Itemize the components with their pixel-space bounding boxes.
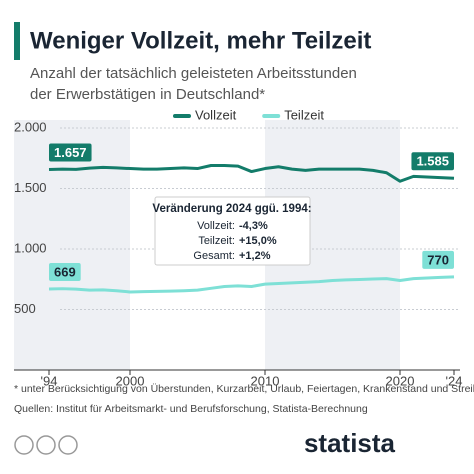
x-tick-label: '24	[446, 373, 463, 388]
annotation-label: Gesamt:	[193, 250, 235, 262]
x-tick-label: 2010	[251, 373, 280, 388]
logo: statista	[304, 428, 396, 458]
value-label-text: 669	[54, 264, 76, 279]
value-label: 1.657	[49, 143, 92, 162]
value-label: 1.585	[411, 152, 454, 171]
value-label-box	[411, 152, 454, 171]
y-tick-label: 500	[14, 301, 36, 316]
subtitle: der Erwerbstätigen in Deutschland*	[30, 86, 265, 103]
x-tick-label: 2000	[116, 373, 145, 388]
value-label-text: 1.585	[416, 154, 449, 169]
title-accent	[14, 22, 20, 60]
annotation-label: Teilzeit:	[198, 235, 235, 247]
value-label: 770	[422, 250, 454, 269]
legend-label: Teilzeit	[284, 107, 324, 122]
annotation-label: Vollzeit:	[197, 220, 235, 232]
series-line	[48, 275, 455, 294]
annotation-value: +1,2%	[239, 250, 271, 262]
x-tick-label: 2020	[386, 373, 415, 388]
license-icons	[14, 435, 78, 455]
source: Quellen: Institut für Arbeitsmarkt- und …	[14, 403, 368, 415]
series-line	[48, 164, 455, 183]
value-label-text: 1.657	[54, 145, 87, 160]
logo-mark	[402, 432, 460, 458]
annotation-value: +15,0%	[239, 235, 277, 247]
value-label-box	[49, 143, 92, 162]
y-tick-label: 1.000	[14, 240, 47, 255]
value-label-box	[49, 263, 81, 282]
legend-label: Vollzeit	[195, 107, 237, 122]
annotation-box	[154, 196, 311, 266]
plot: 500 1.000 1.500 2.000 '94 2000 2010 2020 '24 Voll…	[14, 107, 462, 388]
band	[14, 120, 130, 370]
chart-title: Weniger Vollzeit, mehr Teilzeit	[30, 27, 371, 54]
value-label: 669	[49, 263, 81, 282]
y-tick-label: 1.500	[14, 180, 47, 195]
value-label-box	[422, 250, 454, 269]
footnote: * unter Berücksichtigung von Überstunden…	[14, 383, 474, 395]
annotation-value: -4,3%	[239, 220, 268, 232]
value-label-text: 770	[427, 252, 449, 267]
annotation-title: Veränderung 2024 ggü. 1994:	[152, 203, 311, 215]
subtitle: Anzahl der tatsächlich geleisteten Arbei…	[30, 65, 357, 82]
x-tick-label: '94	[41, 373, 58, 388]
y-tick-label: 2.000	[14, 119, 47, 134]
